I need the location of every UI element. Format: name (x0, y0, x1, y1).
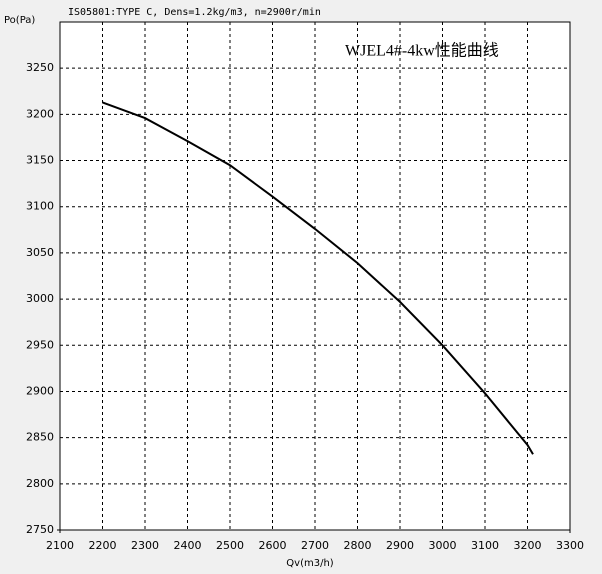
y-tick-label: 3050 (26, 246, 54, 259)
y-axis-label: Po(Pa) (4, 15, 35, 26)
x-tick-label: 3200 (514, 539, 542, 552)
y-tick-label: 2750 (26, 523, 54, 536)
line (102, 101, 534, 455)
x-tick-label: 2800 (344, 539, 372, 552)
x-tick-label: 2400 (174, 539, 202, 552)
y-tick-label: 2850 (26, 431, 54, 444)
x-tick-label: 3000 (429, 539, 457, 552)
chart-title: IS05801:TYPE C, Dens=1.2kg/m3, n=2900r/m… (68, 7, 321, 18)
x-tick-label: 2700 (301, 539, 329, 552)
y-tick-label: 3000 (26, 292, 54, 305)
y-tick-label: 2900 (26, 384, 54, 397)
y-tick-label: 3100 (26, 200, 54, 213)
x-tick-label: 3100 (471, 539, 499, 552)
y-tick-label: 2800 (26, 477, 54, 490)
x-axis-label: Qv(m3/h) (286, 558, 334, 569)
x-tick-label: 2300 (131, 539, 159, 552)
plot-frame (59, 21, 571, 531)
y-tick-label: 3150 (26, 154, 54, 167)
x-tick-label: 2200 (89, 539, 117, 552)
y-tick-label: 3200 (26, 107, 54, 120)
x-tick-label: 2900 (386, 539, 414, 552)
y-tick-label: 2950 (26, 338, 54, 351)
x-tick-label: 2600 (259, 539, 287, 552)
annotation: WJEL4#-4kw性能曲线 (345, 42, 499, 60)
x-tick-label: 2100 (46, 539, 74, 552)
y-tick-label: 3250 (26, 61, 54, 74)
x-tick-label: 2500 (216, 539, 244, 552)
x-tick-label: 3300 (556, 539, 584, 552)
